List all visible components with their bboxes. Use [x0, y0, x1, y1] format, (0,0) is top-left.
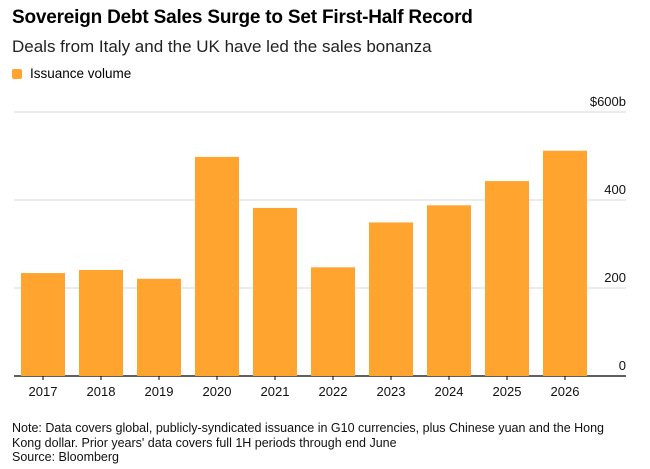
y-tick-label: 200: [604, 270, 626, 285]
bar: [21, 273, 65, 376]
legend-swatch: [12, 68, 22, 79]
x-tick-label: 2020: [203, 384, 232, 399]
bar: [427, 205, 471, 376]
x-tick-label: 2023: [377, 384, 406, 399]
x-tick-label: 2026: [551, 384, 580, 399]
x-tick-label: 2019: [145, 384, 174, 399]
x-tick-label: 2025: [493, 384, 522, 399]
bar: [485, 181, 529, 376]
legend-label: Issuance volume: [30, 66, 132, 81]
y-tick-label: 400: [604, 182, 626, 197]
y-tick-label: $600b: [590, 94, 626, 109]
bar: [79, 269, 123, 376]
y-tick-label: 0: [619, 358, 626, 373]
bar: [369, 222, 413, 376]
note-text: Note: Data covers global, publicly-syndi…: [12, 421, 604, 450]
x-tick-label: 2018: [87, 384, 116, 399]
x-tick-label: 2017: [29, 384, 58, 399]
bar: [311, 267, 355, 376]
x-tick-label: 2022: [319, 384, 348, 399]
x-tick-label: 2024: [435, 384, 464, 399]
bar: [195, 156, 239, 376]
source-text: Source: Bloomberg: [12, 450, 120, 464]
bar: [543, 150, 587, 376]
x-tick-label: 2021: [261, 384, 290, 399]
chart-subtitle: Deals from Italy and the UK have led the…: [12, 37, 432, 56]
chart-title: Sovereign Debt Sales Surge to Set First-…: [12, 7, 473, 28]
bar: [253, 207, 297, 376]
bar: [137, 278, 181, 376]
chart-notes: Note: Data covers global, publicly-syndi…: [12, 421, 632, 465]
chart-legend: Issuance volume: [12, 66, 131, 81]
